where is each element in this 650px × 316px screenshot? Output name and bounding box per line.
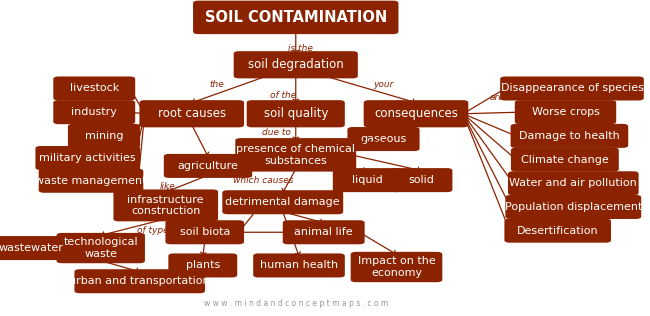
Text: urban and transportation: urban and transportation: [70, 276, 210, 286]
Text: industry: industry: [72, 107, 117, 117]
Text: animal life: animal life: [294, 227, 353, 237]
Text: Impact on the
economy: Impact on the economy: [358, 256, 436, 278]
Text: Disappearance of species: Disappearance of species: [500, 83, 644, 94]
FancyBboxPatch shape: [165, 220, 244, 244]
FancyBboxPatch shape: [57, 233, 145, 263]
FancyBboxPatch shape: [193, 1, 398, 34]
Text: technological
waste: technological waste: [64, 237, 138, 259]
FancyBboxPatch shape: [247, 100, 344, 127]
FancyBboxPatch shape: [39, 169, 143, 193]
FancyBboxPatch shape: [333, 168, 402, 192]
FancyBboxPatch shape: [53, 100, 135, 124]
Text: waste management: waste management: [35, 176, 147, 186]
Text: liquid: liquid: [352, 175, 383, 185]
Text: solid: solid: [408, 175, 434, 185]
FancyBboxPatch shape: [164, 154, 252, 178]
FancyBboxPatch shape: [508, 171, 638, 195]
Text: consequences: consequences: [374, 107, 458, 120]
FancyBboxPatch shape: [347, 127, 420, 151]
FancyBboxPatch shape: [254, 253, 344, 277]
Text: are: are: [490, 94, 504, 102]
Text: agriculture: agriculture: [177, 161, 239, 171]
FancyBboxPatch shape: [53, 76, 135, 100]
Text: is the: is the: [288, 45, 313, 53]
FancyBboxPatch shape: [504, 219, 611, 243]
Text: military activities: military activities: [40, 153, 136, 163]
FancyBboxPatch shape: [139, 100, 244, 127]
Text: your: your: [373, 80, 393, 89]
Text: soil biota: soil biota: [179, 227, 230, 237]
FancyBboxPatch shape: [364, 100, 468, 127]
Text: livestock: livestock: [70, 83, 119, 94]
Text: due to: due to: [262, 128, 291, 137]
Text: gaseous: gaseous: [360, 134, 407, 144]
FancyBboxPatch shape: [113, 190, 218, 221]
Text: Population displacement: Population displacement: [504, 202, 642, 212]
Text: w w w . m i n d a n d c o n c e p t m a p s . c o m: w w w . m i n d a n d c o n c e p t m a …: [203, 299, 388, 308]
Text: Water and air pollution: Water and air pollution: [510, 178, 637, 188]
Text: SOIL CONTAMINATION: SOIL CONTAMINATION: [205, 10, 387, 25]
Text: presence of chemical
substances: presence of chemical substances: [236, 144, 356, 166]
Text: Climate change: Climate change: [521, 155, 608, 165]
Text: Desertification: Desertification: [517, 226, 599, 236]
FancyBboxPatch shape: [511, 124, 628, 148]
FancyBboxPatch shape: [222, 190, 343, 214]
Text: like: like: [159, 182, 176, 191]
Text: of type: of type: [137, 226, 168, 235]
Text: the: the: [209, 80, 224, 89]
FancyBboxPatch shape: [68, 124, 140, 148]
Text: of the: of the: [270, 91, 296, 100]
FancyBboxPatch shape: [515, 100, 616, 124]
Text: Worse crops: Worse crops: [532, 107, 599, 117]
FancyBboxPatch shape: [351, 252, 442, 282]
FancyBboxPatch shape: [235, 138, 356, 172]
Text: which causes: which causes: [233, 176, 294, 185]
FancyBboxPatch shape: [74, 269, 205, 293]
Text: mining: mining: [84, 131, 124, 141]
FancyBboxPatch shape: [500, 76, 644, 100]
FancyBboxPatch shape: [0, 236, 68, 260]
FancyBboxPatch shape: [506, 195, 641, 219]
FancyBboxPatch shape: [511, 148, 619, 172]
Text: detrimental damage: detrimental damage: [226, 197, 340, 207]
Text: are: are: [152, 117, 166, 126]
Text: infrastructure
construction: infrastructure construction: [127, 195, 204, 216]
Text: soil degradation: soil degradation: [248, 58, 344, 71]
FancyBboxPatch shape: [234, 51, 358, 78]
Text: Damage to health: Damage to health: [519, 131, 620, 141]
FancyBboxPatch shape: [283, 220, 365, 244]
Text: root causes: root causes: [158, 107, 226, 120]
Text: wastewater: wastewater: [0, 243, 63, 253]
Text: of type: of type: [356, 139, 387, 148]
FancyBboxPatch shape: [36, 146, 140, 170]
Text: human health: human health: [260, 260, 338, 270]
Text: plants: plants: [186, 260, 220, 270]
FancyBboxPatch shape: [168, 253, 237, 277]
Text: soil quality: soil quality: [263, 107, 328, 120]
FancyBboxPatch shape: [390, 168, 452, 192]
